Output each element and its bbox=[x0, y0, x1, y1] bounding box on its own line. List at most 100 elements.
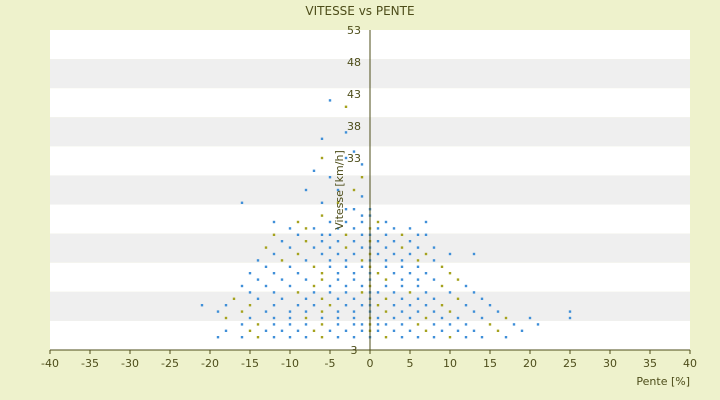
data-point bbox=[216, 336, 220, 339]
data-point bbox=[304, 310, 308, 313]
data-point bbox=[312, 284, 316, 288]
data-point bbox=[296, 291, 300, 294]
data-point bbox=[336, 227, 340, 230]
data-point bbox=[384, 336, 388, 339]
data-point bbox=[336, 297, 340, 300]
data-point bbox=[264, 284, 268, 288]
data-point bbox=[216, 310, 220, 313]
data-point bbox=[528, 316, 532, 320]
data-point bbox=[304, 259, 308, 262]
data-point bbox=[400, 246, 404, 249]
data-point bbox=[352, 240, 356, 243]
data-point bbox=[416, 233, 420, 236]
y-tick-label: 53 bbox=[347, 24, 361, 37]
data-point bbox=[400, 265, 404, 268]
data-point bbox=[496, 310, 500, 313]
data-point bbox=[424, 329, 428, 332]
data-point bbox=[416, 265, 420, 268]
data-point bbox=[448, 252, 452, 256]
data-point bbox=[360, 214, 364, 217]
data-point bbox=[400, 278, 404, 281]
data-point bbox=[336, 323, 340, 326]
data-point bbox=[480, 316, 484, 320]
data-point bbox=[360, 291, 364, 294]
data-point bbox=[360, 323, 364, 326]
data-point bbox=[488, 323, 492, 326]
data-point bbox=[304, 227, 308, 230]
data-point bbox=[248, 304, 252, 307]
data-point bbox=[344, 208, 348, 211]
data-point bbox=[376, 252, 380, 256]
data-point bbox=[456, 316, 460, 320]
data-point bbox=[568, 310, 572, 313]
x-tick-label: 25 bbox=[563, 357, 577, 370]
data-point bbox=[344, 156, 348, 160]
data-point bbox=[360, 284, 364, 288]
data-point bbox=[320, 252, 324, 256]
data-point bbox=[360, 163, 364, 166]
data-point bbox=[504, 336, 508, 339]
data-point bbox=[392, 329, 396, 332]
chart-title: VITESSE vs PENTE bbox=[305, 4, 414, 18]
data-point bbox=[384, 220, 388, 224]
data-point bbox=[288, 246, 292, 249]
data-point bbox=[312, 169, 316, 172]
data-point bbox=[520, 329, 524, 332]
data-point bbox=[248, 272, 252, 275]
x-tick-label: 40 bbox=[683, 357, 697, 370]
data-point bbox=[240, 323, 244, 326]
data-point bbox=[360, 329, 364, 332]
data-point bbox=[328, 259, 332, 262]
data-point bbox=[320, 240, 324, 243]
data-point bbox=[360, 259, 364, 262]
data-point bbox=[384, 246, 388, 249]
data-point bbox=[464, 336, 468, 339]
data-point bbox=[360, 304, 364, 307]
data-point bbox=[256, 323, 260, 326]
data-point bbox=[288, 336, 292, 339]
data-point bbox=[296, 233, 300, 236]
data-point bbox=[360, 246, 364, 249]
data-point bbox=[328, 220, 332, 224]
data-point bbox=[440, 265, 444, 268]
data-point bbox=[256, 336, 260, 339]
data-point bbox=[440, 316, 444, 320]
data-point bbox=[360, 176, 364, 179]
data-point bbox=[352, 150, 356, 153]
data-point bbox=[352, 336, 356, 339]
data-point bbox=[304, 278, 308, 281]
data-point bbox=[288, 310, 292, 313]
data-point bbox=[488, 304, 492, 307]
data-point bbox=[264, 265, 268, 268]
data-point bbox=[472, 252, 476, 256]
data-point bbox=[472, 329, 476, 332]
data-point bbox=[416, 297, 420, 300]
data-point bbox=[320, 278, 324, 281]
data-point bbox=[432, 310, 436, 313]
data-point bbox=[272, 252, 276, 256]
data-point bbox=[272, 233, 276, 236]
data-point bbox=[400, 284, 404, 288]
data-point bbox=[384, 323, 388, 326]
data-point bbox=[344, 329, 348, 332]
data-point bbox=[248, 291, 252, 294]
data-point bbox=[336, 188, 340, 192]
data-point bbox=[352, 227, 356, 230]
data-point bbox=[320, 316, 324, 320]
data-point bbox=[448, 291, 452, 294]
data-point bbox=[392, 291, 396, 294]
data-point bbox=[400, 323, 404, 326]
data-point bbox=[312, 329, 316, 332]
x-tick-label: 15 bbox=[483, 357, 497, 370]
data-point bbox=[328, 265, 332, 268]
data-point bbox=[280, 329, 284, 332]
data-point bbox=[200, 304, 204, 307]
data-point bbox=[424, 220, 428, 224]
x-axis-label: Pente [%] bbox=[636, 375, 690, 388]
data-point bbox=[304, 336, 308, 339]
data-point bbox=[296, 252, 300, 256]
data-point bbox=[320, 201, 324, 204]
data-point bbox=[472, 291, 476, 294]
data-point bbox=[360, 233, 364, 236]
